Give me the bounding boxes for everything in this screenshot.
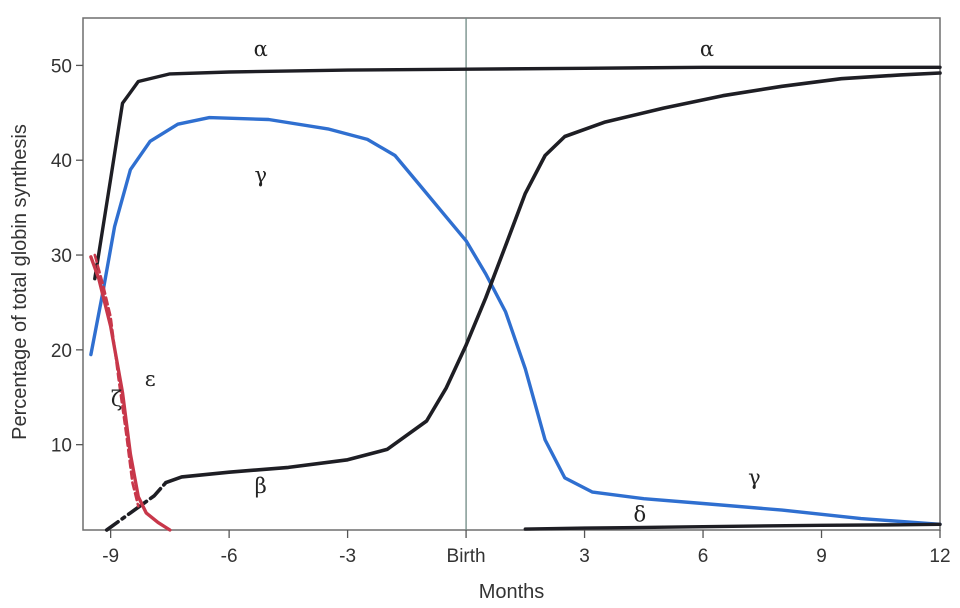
y-tick-label: 40 <box>51 151 72 172</box>
series-line-β <box>164 71 942 485</box>
series-line-γ <box>89 115 942 526</box>
curve-label: ε <box>145 367 156 391</box>
x-tick-label: 6 <box>698 546 709 567</box>
y-tick-label: 30 <box>51 246 72 267</box>
x-tick-label: -6 <box>221 546 238 567</box>
curve-label: ζ <box>111 387 122 411</box>
plot-border <box>82 17 941 531</box>
series-line-δ <box>523 522 942 531</box>
y-tick-label: 20 <box>51 341 72 362</box>
curve-label: γ <box>748 465 761 489</box>
plot-frame <box>82 17 941 531</box>
curve-label: α <box>700 37 714 61</box>
series-line-ζ <box>93 253 140 508</box>
tick-layer: -9 -6 -3 Birth 3 6 9 12 10 20 30 40 50 <box>51 56 951 567</box>
series-line-ε <box>89 255 172 532</box>
x-tick-label: -3 <box>339 546 356 567</box>
series-layer <box>89 65 942 532</box>
curve-label: δ <box>634 502 647 526</box>
series-line-β-dashed <box>104 480 168 532</box>
x-tick-label: 9 <box>816 546 827 567</box>
y-axis-title: Percentage of total globin synthesis <box>9 124 31 440</box>
x-tick-label: Birth <box>447 546 486 567</box>
x-tick-label: 12 <box>929 546 950 567</box>
curve-label-layer: α α γ γ β δ εζ <box>111 37 761 527</box>
curve-label: α <box>254 37 268 61</box>
x-tick-label: -9 <box>102 546 119 567</box>
y-tick-label: 50 <box>51 56 72 77</box>
x-tick-label: 3 <box>579 546 590 567</box>
y-tick-label: 10 <box>51 436 72 457</box>
curve-label: γ <box>254 163 267 187</box>
series-line-α <box>93 65 942 281</box>
x-axis-title: Months <box>479 581 545 603</box>
curve-label: β <box>255 474 267 498</box>
